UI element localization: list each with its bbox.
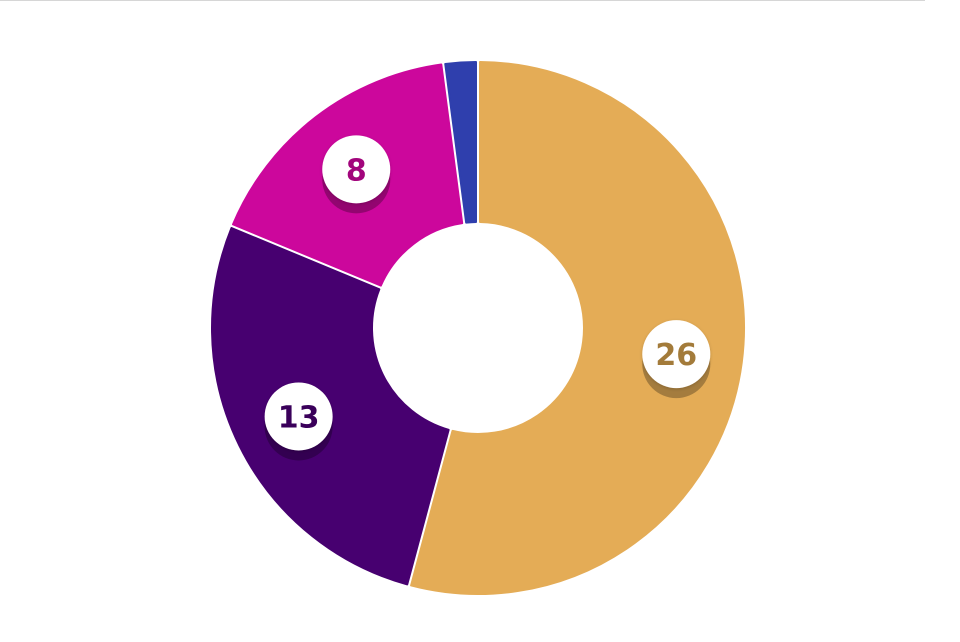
data-label-26: 26 bbox=[642, 320, 711, 399]
data-label-8: 8 bbox=[322, 135, 391, 214]
data-label-badge bbox=[322, 135, 391, 204]
chart-slices bbox=[211, 61, 745, 596]
data-label-badge bbox=[642, 320, 711, 389]
data-label-text: 26 bbox=[655, 338, 697, 373]
top-border-line bbox=[0, 0, 925, 1]
slice-1[interactable] bbox=[444, 61, 477, 224]
data-label-text: 8 bbox=[346, 153, 367, 188]
data-label-badge bbox=[264, 382, 333, 451]
slice-26[interactable] bbox=[410, 61, 745, 596]
data-label-text: 13 bbox=[278, 400, 320, 435]
data-label-13: 13 bbox=[264, 382, 333, 461]
chart-data-labels: 26 13 8 bbox=[264, 135, 711, 461]
